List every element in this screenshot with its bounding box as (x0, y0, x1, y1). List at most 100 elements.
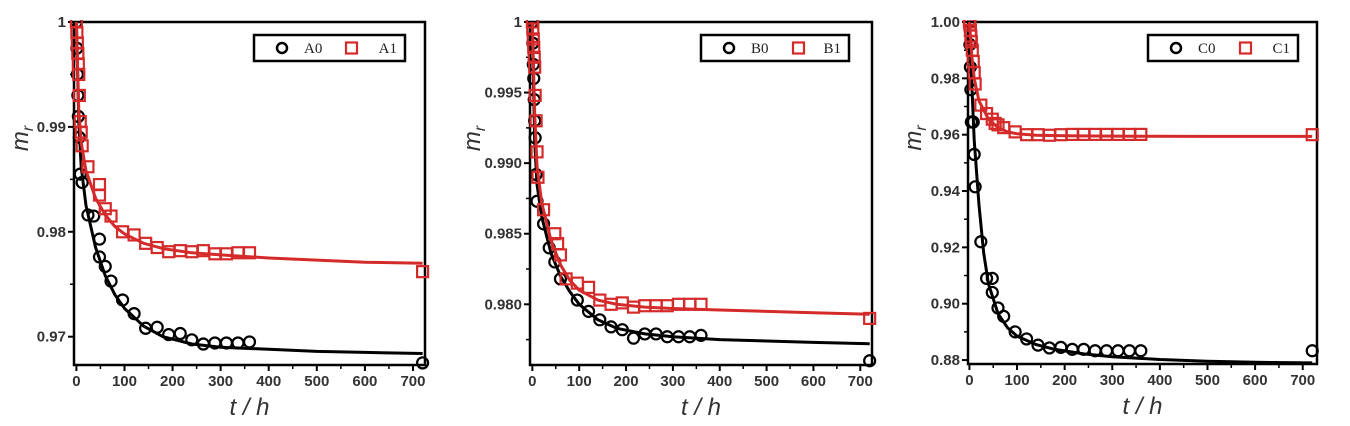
y-tick-label: 0.97 (37, 329, 66, 346)
y-tick-label: 0.98 (931, 70, 960, 87)
data-point (1134, 344, 1148, 358)
x-tick-label: 100 (112, 373, 137, 390)
data-point (548, 227, 562, 241)
data-point (75, 175, 89, 190)
data-point (528, 60, 542, 74)
x-tick-label: 600 (1243, 372, 1268, 389)
data-point (649, 299, 663, 313)
x-axis: 0 100 200 300 400 500 600 700 (528, 365, 873, 390)
legend-square-icon (1238, 41, 1253, 55)
data-point (1305, 344, 1319, 358)
data-point (115, 293, 130, 307)
x-axis-title: t / h (681, 394, 721, 421)
data-point (626, 331, 641, 345)
data-point (526, 32, 540, 46)
y-tick-label: 0.990 (484, 155, 522, 172)
legend-circle-icon (1169, 41, 1183, 55)
data-point (173, 326, 187, 341)
x-tick-label: 300 (1100, 372, 1125, 389)
data-point (985, 285, 999, 300)
x-tick-label: 200 (160, 373, 185, 390)
data-point (92, 232, 107, 246)
x-tick-label: 500 (754, 373, 779, 390)
data-point (997, 309, 1011, 323)
x-tick-label: 500 (1195, 372, 1220, 389)
x-tick-label: 300 (208, 373, 233, 390)
data-point (979, 271, 994, 285)
legend-box (252, 33, 407, 63)
x-tick-label: 700 (1290, 372, 1315, 389)
y-tick-label: 0.92 (931, 239, 960, 256)
data-point (553, 248, 568, 262)
data-point (98, 259, 112, 274)
plot-frame (528, 20, 874, 367)
chart-panel-a: 0 100 200 300 400 500 600 700 0.97 0.98 0.99 1 t / h… (7, 14, 430, 421)
data-point (528, 88, 542, 102)
fit-curve (530, 21, 870, 316)
data-point (1111, 127, 1125, 142)
x-tick-label: 100 (567, 373, 592, 390)
data-point (1099, 344, 1114, 358)
data-point (863, 311, 877, 326)
data-point (415, 356, 430, 370)
fit-curve (74, 21, 423, 355)
data-point (968, 77, 982, 91)
x-tick-label: 400 (1147, 372, 1172, 389)
y-axis-title: mr (900, 125, 930, 151)
x-axis-title: t / h (1122, 393, 1162, 420)
x-axis: 0 100 200 300 400 500 600 700 (72, 365, 425, 390)
x-tick-label: 600 (352, 373, 377, 390)
data-point (72, 88, 86, 103)
data-point (531, 170, 545, 184)
x-tick-label: 600 (801, 373, 826, 390)
y-tick-label: 1.00 (931, 14, 960, 31)
data-point (242, 246, 257, 260)
legend-label: B0 (751, 41, 769, 57)
legend-label: A0 (304, 41, 322, 57)
legend: B0 B1 (699, 33, 851, 63)
data-point (104, 274, 118, 288)
data-point (581, 280, 596, 294)
data-point (1019, 332, 1034, 346)
chart-panel-b: 0 100 200 300 400 500 600 7000.9800.9850.9900.9… (459, 14, 877, 421)
legend-square-icon (791, 41, 806, 55)
data-point (127, 228, 141, 242)
legend-square-icon (344, 41, 359, 55)
y-tick-label: 0.90 (931, 296, 960, 313)
data-point (694, 297, 708, 311)
x-tick-label: 700 (400, 373, 425, 390)
data-point (185, 333, 199, 347)
data-point (536, 203, 551, 217)
data-point (985, 271, 999, 285)
data-point (863, 354, 877, 368)
y-axis: 0.88 0.90 0.92 0.94 0.96 0.98 1.00 (931, 14, 968, 369)
data-point (92, 188, 107, 202)
y-tick-label: 1 (514, 14, 522, 31)
y-axis: 0.980 0.985 0.990 0.995 1 (484, 14, 530, 341)
x-tick-label: 300 (660, 373, 685, 390)
x-tick-label: 500 (304, 373, 329, 390)
series-c1 (962, 20, 1319, 142)
x-tick-label: 0 (528, 373, 536, 390)
y-tick-label: 0.985 (484, 226, 522, 243)
data-point (415, 265, 430, 279)
y-tick-label: 0.99 (37, 119, 66, 136)
legend: A0 A1 (252, 33, 407, 63)
data-point (74, 125, 88, 139)
data-point (1099, 127, 1114, 142)
data-point (150, 320, 164, 334)
y-axis-title: mr (7, 125, 37, 151)
data-point (1122, 344, 1137, 358)
y-tick-label: 0.94 (931, 183, 961, 200)
y-axis-title: mr (459, 125, 489, 151)
x-tick-label: 200 (1052, 372, 1077, 389)
plot-frame (72, 20, 427, 367)
data-point (964, 35, 978, 49)
data-point (974, 235, 988, 249)
data-point (1122, 127, 1137, 142)
data-point (72, 67, 86, 82)
data-point (527, 40, 541, 55)
y-tick-label: 0.96 (931, 127, 960, 144)
data-point (127, 307, 141, 321)
